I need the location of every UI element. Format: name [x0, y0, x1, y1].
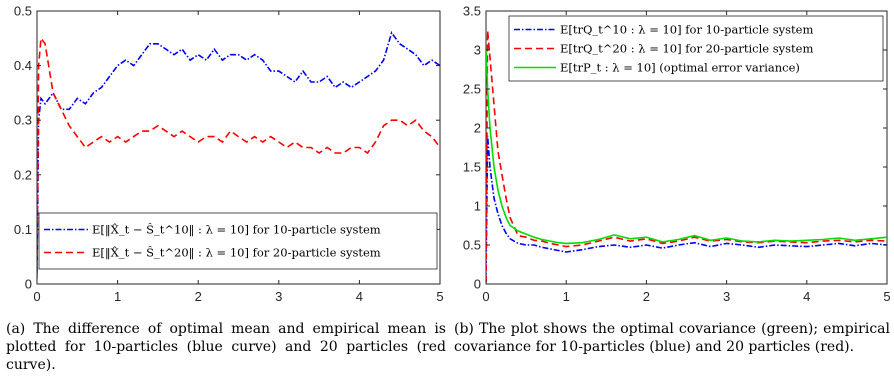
plot-a: 0 1 2 3 4 5 0 0.1 0.2 0.3 0.4 0.5 E[‖X̂_t − Ŝ_t^10‖ … [14, 4, 444, 305]
legend-entry: E[trP_t : λ = 10] (optimal error varianc… [560, 61, 800, 75]
series-line-2 [37, 36, 440, 279]
y-tick-label: 0.3 [14, 113, 32, 128]
x-tick-label: 4 [803, 289, 810, 304]
y-tick-label: 2.5 [463, 82, 481, 97]
legend: E[‖X̂_t − Ŝ_t^10‖ : λ = 10] for 10-parti… [38, 212, 438, 270]
y-tick-label: 0 [474, 277, 481, 292]
y-tick-label: 3 [474, 43, 481, 58]
x-tick-label: 4 [356, 289, 363, 304]
x-tick-label: 5 [883, 289, 890, 304]
x-tick-label: 3 [275, 289, 282, 304]
x-tick-label: 5 [436, 289, 443, 304]
x-tick-label: 0 [482, 289, 489, 304]
series-line-1 [37, 31, 440, 274]
x-tick-label: 3 [723, 289, 730, 304]
series-line-3 [486, 49, 887, 245]
x-tick-label: 1 [563, 289, 570, 304]
x-tick-label: 0 [33, 289, 40, 304]
legend-box [38, 212, 438, 270]
x-tick-label: 2 [643, 289, 650, 304]
y-tick-label: 0.1 [14, 222, 32, 237]
y-tick-label: 2 [474, 121, 481, 136]
legend-entry: E[trQ_t^10 : λ = 10] for 10-particle sys… [560, 23, 813, 37]
legend-entry: E[trQ_t^20 : λ = 10] for 20-particle sys… [560, 42, 813, 56]
y-tick-label: 0.2 [14, 167, 32, 182]
caption-b: (b) The plot shows the optimal covarianc… [454, 321, 890, 355]
plot-b: 0 1 2 3 4 5 0 0.5 1 1.5 2 2.5 3 3.5 E[trQ_t^10 : λ = 1… [463, 4, 891, 305]
x-tick-label: 2 [195, 289, 202, 304]
series-line-1 [486, 135, 887, 283]
y-tick-label: 1 [474, 199, 481, 214]
y-tick-label: 1.5 [463, 160, 481, 175]
y-tick-label: 0 [25, 277, 32, 292]
legend: E[trQ_t^10 : λ = 10] for 10-particle sys… [508, 15, 884, 82]
y-tick-label: 3.5 [463, 4, 481, 19]
y-tick-label: 0.4 [14, 58, 32, 73]
y-tick-label: 0.5 [463, 238, 481, 253]
legend-entry: E[‖X̂_t − Ŝ_t^10‖ : λ = 10] for 10-parti… [92, 223, 381, 238]
legend-entry: E[‖X̂_t − Ŝ_t^20‖ : λ = 10] for 20-parti… [92, 246, 381, 261]
caption-a: (a) The difference of optimal mean and e… [6, 321, 446, 373]
x-tick-label: 1 [114, 289, 121, 304]
series-line-2 [486, 30, 887, 283]
y-tick-label: 0.5 [14, 4, 32, 19]
legend-box [508, 15, 884, 82]
